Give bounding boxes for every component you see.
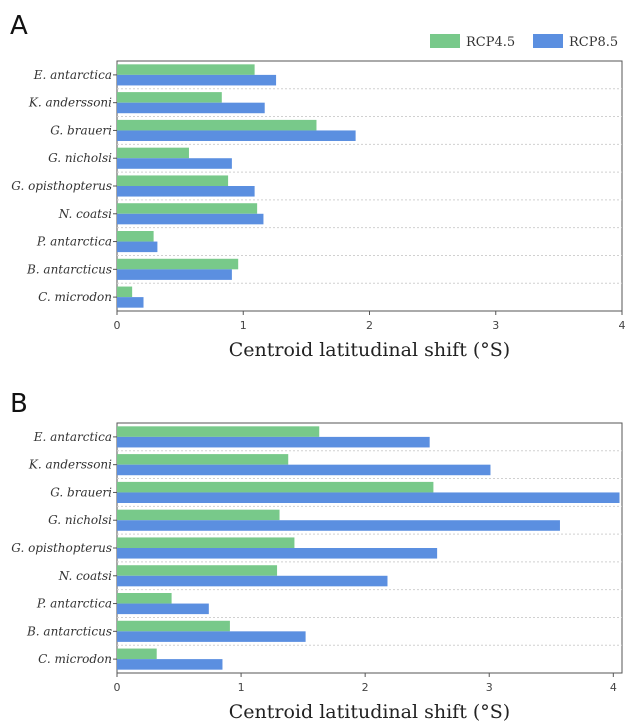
category-label: G. braueri <box>50 485 112 499</box>
legend-label-rcp85: RCP8.5 <box>569 35 618 50</box>
category-label: G. braueri <box>50 123 112 137</box>
x-tick-label: 1 <box>240 319 247 332</box>
panel-b-letter: B <box>10 389 28 419</box>
bar-rcp45-6 <box>117 593 172 604</box>
x-tick-label: 3 <box>486 681 493 694</box>
category-label: C. microdon <box>38 290 112 304</box>
bar-rcp45-1 <box>117 454 289 465</box>
x-tick-label: 0 <box>114 681 121 694</box>
category-label: B. antarcticus <box>26 262 112 276</box>
bar-rcp85-0 <box>117 436 430 448</box>
category-label: K. anderssoni <box>28 458 112 472</box>
legend-label-rcp45: RCP4.5 <box>466 35 515 50</box>
x-axis-title: Centroid latitudinal shift (°S) <box>229 701 510 723</box>
x-tick-label: 4 <box>610 681 617 694</box>
bar-rcp45-5 <box>117 565 278 576</box>
x-tick-label: 0 <box>114 319 121 332</box>
x-tick-label: 4 <box>619 319 626 332</box>
bar-rcp85-5 <box>117 575 388 587</box>
panel-a-letter: A <box>10 11 28 41</box>
bar-rcp85-2 <box>117 130 356 141</box>
category-label: G. opisthopterus <box>11 179 112 193</box>
chart-panel-b: E. antarctica K. anderssoni G. braueri G. n… <box>11 422 623 723</box>
bar-rcp85-1 <box>117 102 265 114</box>
bar-rcp45-7 <box>117 258 239 270</box>
bar-rcp45-8 <box>117 648 157 660</box>
category-label: C. microdon <box>38 652 112 666</box>
legend: RCP4.5 RCP8.5 <box>430 34 618 50</box>
bar-rcp85-6 <box>117 241 158 253</box>
bar-rcp45-3 <box>117 509 280 521</box>
x-tick-label: 2 <box>362 681 369 694</box>
bar-rcp45-0 <box>117 64 255 75</box>
category-label: P. antarctica <box>36 235 112 249</box>
bar-rcp85-4 <box>117 548 438 559</box>
bar-rcp85-1 <box>117 464 491 476</box>
bar-rcp45-8 <box>117 286 133 298</box>
x-tick-label: 2 <box>366 319 373 332</box>
bar-rcp85-8 <box>117 659 223 670</box>
bar-rcp85-2 <box>117 492 620 503</box>
bar-rcp85-7 <box>117 631 306 642</box>
bar-rcp45-2 <box>117 481 434 493</box>
bar-rcp45-4 <box>117 537 295 548</box>
bar-rcp85-3 <box>117 158 232 169</box>
bar-rcp85-5 <box>117 213 264 225</box>
category-label: P. antarctica <box>36 597 112 611</box>
bar-rcp85-3 <box>117 520 560 531</box>
category-label: G. nicholsi <box>48 513 112 527</box>
x-tick-label: 1 <box>238 681 245 694</box>
bar-rcp45-1 <box>117 92 222 103</box>
bar-rcp85-8 <box>117 297 144 308</box>
x-tick-label: 3 <box>492 319 499 332</box>
category-label: E. antarctica <box>33 430 112 444</box>
category-label: N. coatsi <box>58 207 112 221</box>
legend-swatch-rcp85 <box>533 34 563 48</box>
bar-rcp45-0 <box>117 426 320 437</box>
bar-rcp45-3 <box>117 147 189 159</box>
x-axis-title: Centroid latitudinal shift (°S) <box>229 339 510 361</box>
category-label: E. antarctica <box>33 68 112 82</box>
category-label: N. coatsi <box>58 569 112 583</box>
bar-rcp45-2 <box>117 119 317 131</box>
bar-rcp45-7 <box>117 620 230 632</box>
bar-rcp85-4 <box>117 186 255 197</box>
bar-rcp45-4 <box>117 175 229 186</box>
category-label: G. nicholsi <box>48 151 112 165</box>
bar-rcp45-5 <box>117 203 258 214</box>
chart-panel-a: E. antarctica K. anderssoni G. braueri G. n… <box>11 60 626 361</box>
bar-rcp85-7 <box>117 269 232 280</box>
bar-rcp85-0 <box>117 74 277 86</box>
category-label: B. antarcticus <box>26 624 112 638</box>
legend-swatch-rcp45 <box>430 34 460 48</box>
bar-rcp85-6 <box>117 603 209 615</box>
bar-rcp45-6 <box>117 231 154 242</box>
category-label: K. anderssoni <box>28 96 112 110</box>
category-label: G. opisthopterus <box>11 541 112 555</box>
